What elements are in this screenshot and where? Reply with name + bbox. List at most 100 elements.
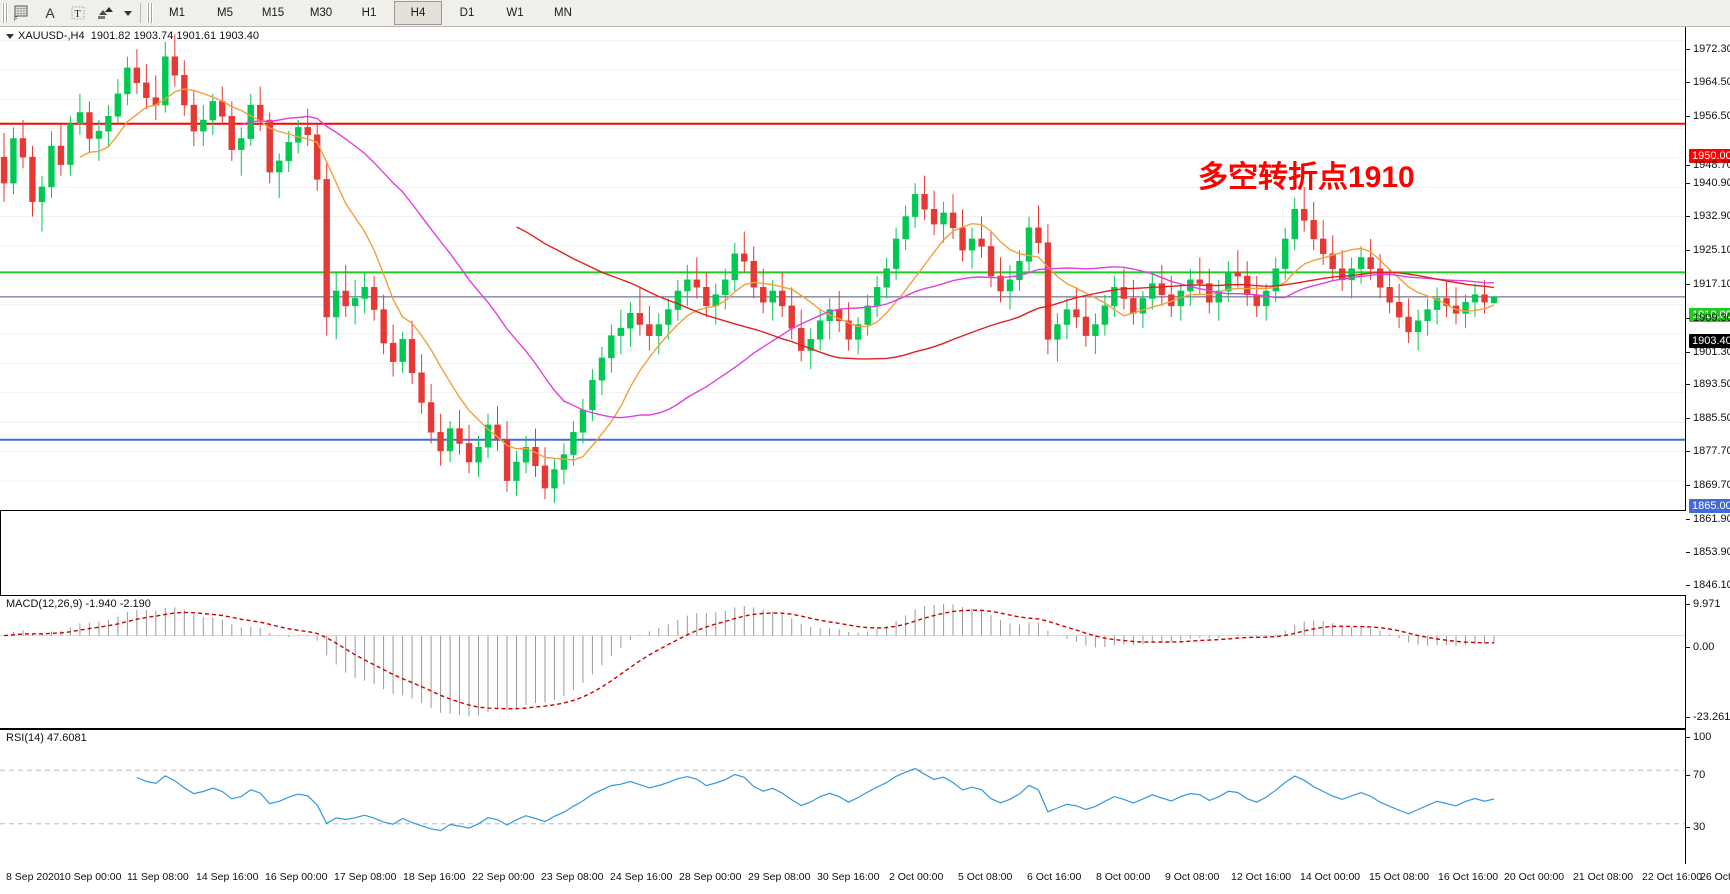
macd-axis-label-0.00: 0.00 bbox=[1693, 641, 1715, 653]
time-axis-label-3: 14 Sep 16:00 bbox=[196, 871, 259, 883]
time-axis-label-6: 18 Sep 16:00 bbox=[403, 871, 466, 883]
price-chart-canvas bbox=[0, 34, 1685, 510]
axis-tick bbox=[1686, 318, 1690, 319]
time-axis-label-9: 24 Sep 16:00 bbox=[610, 871, 673, 883]
axis-tick bbox=[1686, 82, 1690, 83]
timeframe-w1[interactable]: W1 bbox=[506, 7, 524, 19]
time-axis-label-5: 17 Sep 08:00 bbox=[334, 871, 397, 883]
dropdown-arrow-icon[interactable] bbox=[121, 2, 135, 24]
time-axis-label-1: 10 Sep 00:00 bbox=[59, 871, 122, 883]
macd-axis-label-9.971: 9.971 bbox=[1693, 598, 1721, 610]
price-axis-label-1925.10: 1925.10 bbox=[1693, 244, 1730, 256]
macd-label: MACD(12,26,9) -1.940 -2.190 bbox=[6, 598, 151, 610]
time-axis-label-13: 2 Oct 00:00 bbox=[889, 871, 944, 883]
time-axis-label-23: 21 Oct 08:00 bbox=[1573, 871, 1634, 883]
time-axis-label-0: 8 Sep 2020 bbox=[6, 871, 60, 883]
timeframe-m5[interactable]: M5 bbox=[217, 7, 233, 19]
time-axis-label-7: 22 Sep 00:00 bbox=[472, 871, 535, 883]
time-axis-label-24: 22 Oct 16:00 bbox=[1642, 871, 1703, 883]
time-axis-label-8: 23 Sep 08:00 bbox=[541, 871, 604, 883]
price-axis-label-1865.00[interactable]: 1865.00 bbox=[1689, 499, 1730, 513]
text-label-glyph: A bbox=[45, 5, 55, 21]
price-axis-label-1940.90: 1940.90 bbox=[1693, 177, 1730, 189]
timeframe-h4[interactable]: H4 bbox=[394, 1, 442, 25]
time-axis-label-20: 15 Oct 08:00 bbox=[1369, 871, 1430, 883]
price-axis-label-1903.40[interactable]: 1903.40 bbox=[1689, 334, 1730, 348]
time-axis-label-19: 14 Oct 00:00 bbox=[1300, 871, 1361, 883]
axis-tick bbox=[1686, 519, 1690, 520]
rsi-axis-label-70: 70 bbox=[1693, 769, 1706, 781]
time-axis-label-21: 16 Oct 16:00 bbox=[1438, 871, 1499, 883]
rsi-indicator-pane[interactable] bbox=[0, 729, 1686, 865]
axis-tick bbox=[1686, 284, 1690, 285]
axis-tick bbox=[1686, 485, 1690, 486]
time-axis-label-18: 12 Oct 16:00 bbox=[1231, 871, 1292, 883]
axis-tick bbox=[1686, 116, 1690, 117]
price-axis-label-1861.90: 1861.90 bbox=[1693, 513, 1730, 525]
time-axis-label-4: 16 Sep 00:00 bbox=[265, 871, 328, 883]
timeframe-d1[interactable]: D1 bbox=[459, 7, 475, 19]
axis-tick bbox=[1686, 737, 1690, 738]
rsi-axis-label-100: 100 bbox=[1693, 731, 1712, 743]
text-label-icon[interactable]: A bbox=[37, 2, 63, 24]
timeframe-h1[interactable]: H1 bbox=[361, 7, 377, 19]
toolbar-separator bbox=[140, 3, 141, 23]
main-toolbar[interactable]: F A T M1 M5 M15 M30 H1 H4 D1 W1 MN bbox=[0, 0, 1730, 27]
text-box-icon[interactable]: T bbox=[65, 2, 91, 24]
rsi-label: RSI(14) 47.6081 bbox=[6, 732, 87, 744]
axis-tick bbox=[1686, 384, 1690, 385]
price-axis-label-1909.30: 1909.30 bbox=[1693, 312, 1730, 324]
timeframe-m30[interactable]: M30 bbox=[309, 7, 333, 19]
rsi-canvas bbox=[0, 767, 1685, 832]
chart-collapse-icon[interactable] bbox=[6, 33, 14, 39]
axis-tick bbox=[1686, 717, 1690, 718]
price-axis-label-1853.90: 1853.90 bbox=[1693, 546, 1730, 558]
toolbar-drag-handle[interactable] bbox=[2, 3, 8, 23]
axis-tick bbox=[1686, 827, 1690, 828]
timeframe-m15[interactable]: M15 bbox=[261, 7, 285, 19]
price-axis-label-1877.70: 1877.70 bbox=[1693, 445, 1730, 457]
price-axis-label-1917.10: 1917.10 bbox=[1693, 278, 1730, 290]
time-axis-label-16: 8 Oct 00:00 bbox=[1096, 871, 1151, 883]
timeframe-drag-handle[interactable] bbox=[147, 3, 153, 23]
axis-tick bbox=[1686, 250, 1690, 251]
shapes-icon[interactable] bbox=[93, 2, 119, 24]
price-axis-label-1893.50: 1893.50 bbox=[1693, 378, 1730, 390]
timeframe-mn[interactable]: MN bbox=[554, 7, 572, 19]
price-axis-label-1950.00[interactable]: 1950.00 bbox=[1689, 149, 1730, 163]
timeframe-m1[interactable]: M1 bbox=[169, 7, 185, 19]
time-axis-label-22: 20 Oct 00:00 bbox=[1504, 871, 1565, 883]
axis-tick bbox=[1686, 604, 1690, 605]
axis-tick bbox=[1686, 775, 1690, 776]
axis-tick bbox=[1686, 183, 1690, 184]
price-axis-label-1972.30: 1972.30 bbox=[1693, 43, 1730, 55]
time-axis[interactable]: 8 Sep 2020 10 Sep 00:00 11 Sep 08:00 14 Sep… bbox=[0, 864, 1730, 894]
time-axis-label-2: 11 Sep 08:00 bbox=[127, 871, 189, 883]
rsi-axis-label-30: 30 bbox=[1693, 821, 1706, 833]
price-axis-label-1948.70: 1948.70 bbox=[1693, 159, 1730, 171]
price-axis-label-1885.50: 1885.50 bbox=[1693, 412, 1730, 424]
price-axis-label-1869.70: 1869.70 bbox=[1693, 479, 1730, 491]
axis-tick bbox=[1686, 647, 1690, 648]
time-axis-label-14: 5 Oct 08:00 bbox=[958, 871, 1013, 883]
price-axis-label-1910.00[interactable]: 1910.00 bbox=[1689, 308, 1730, 322]
symbol-info-bar[interactable]: XAUUSD-,H4 1901.82 1903.74 1901.61 1903.… bbox=[6, 30, 259, 42]
axis-tick bbox=[1686, 552, 1690, 553]
axis-tick bbox=[1686, 585, 1690, 586]
price-axis-label-1846.10: 1846.10 bbox=[1693, 579, 1730, 591]
axis-tick bbox=[1686, 418, 1690, 419]
price-axis-label-1956.50: 1956.50 bbox=[1693, 110, 1730, 122]
price-chart-pane[interactable] bbox=[0, 27, 1686, 511]
macd-indicator-pane[interactable] bbox=[0, 595, 1686, 729]
axis-tick bbox=[1686, 216, 1690, 217]
price-axis-label-1964.50: 1964.50 bbox=[1693, 76, 1730, 88]
macd-axis-label--23.261: -23.261 bbox=[1693, 711, 1730, 723]
time-axis-label-17: 9 Oct 08:00 bbox=[1165, 871, 1220, 883]
time-axis-label-15: 6 Oct 16:00 bbox=[1027, 871, 1082, 883]
crosshair-grid-icon[interactable]: F bbox=[9, 2, 35, 24]
symbol-name: XAUUSD-,H4 bbox=[18, 30, 85, 42]
price-axis-label-1901.30: 1901.30 bbox=[1693, 346, 1730, 358]
time-axis-label-11: 29 Sep 08:00 bbox=[748, 871, 811, 883]
axis-tick bbox=[1686, 165, 1690, 166]
price-axis[interactable]: 1972.30 1964.50 1956.50 1950.00 1948.70 1940.… bbox=[1686, 27, 1730, 863]
